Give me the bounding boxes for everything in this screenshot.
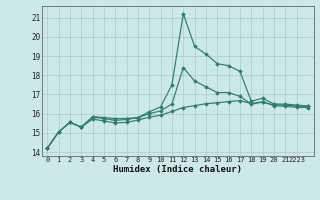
X-axis label: Humidex (Indice chaleur): Humidex (Indice chaleur) bbox=[113, 165, 242, 174]
